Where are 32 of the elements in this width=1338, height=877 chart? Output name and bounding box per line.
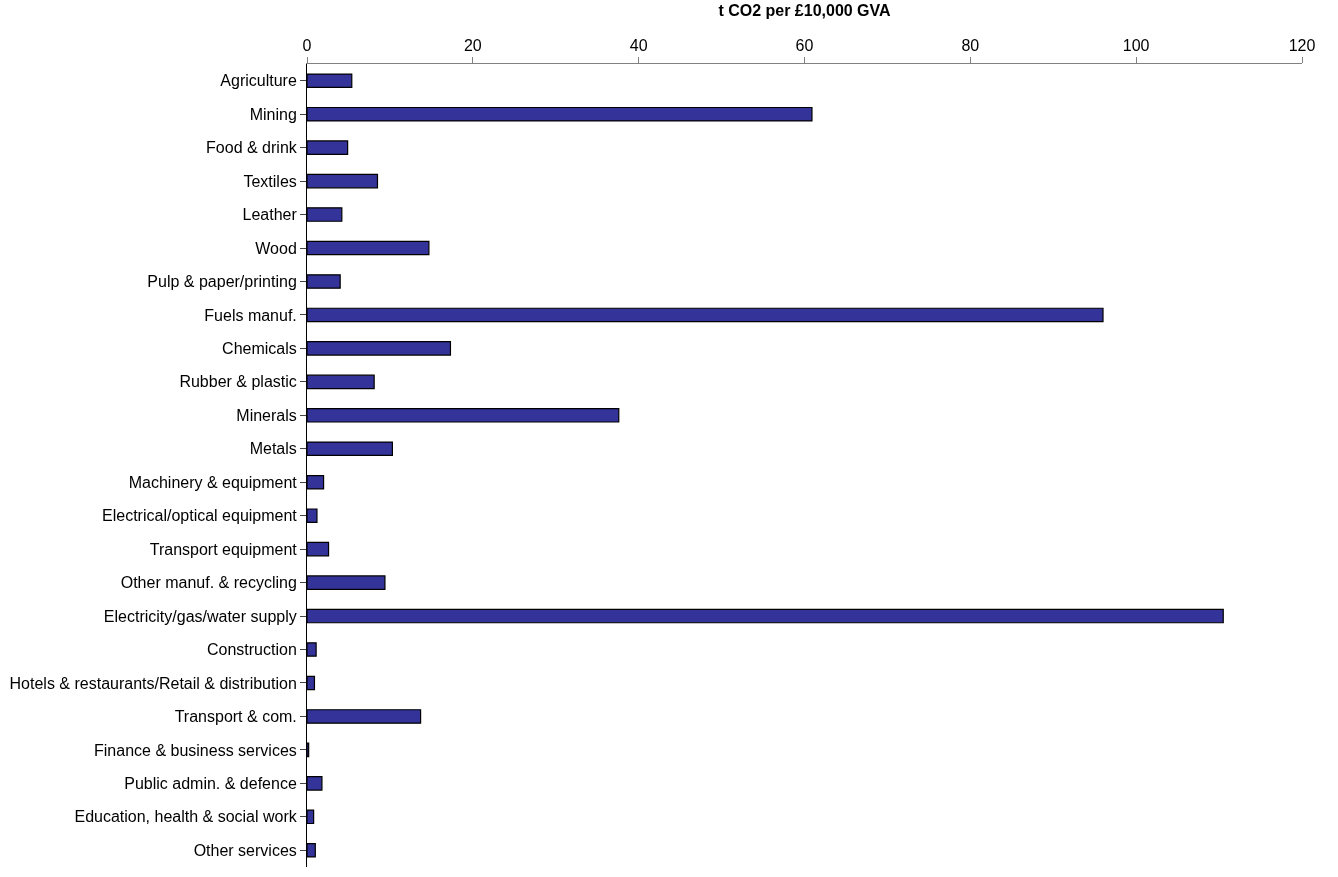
y-tick-label: Pulp & paper/printing — [147, 273, 297, 291]
y-tick-label: Rubber & plastic — [179, 373, 297, 391]
x-tick-label: 80 — [961, 36, 980, 54]
y-tick-label: Finance & business services — [94, 741, 297, 759]
y-tick-label: Other services — [193, 841, 297, 859]
y-tick-label: Other manuf. & recycling — [120, 574, 297, 592]
y-tick-label: Transport & com. — [174, 708, 297, 726]
y-tick-label: Leather — [242, 206, 298, 224]
y-tick-label: Electricity/gas/water supply — [103, 607, 297, 625]
x-tick-label: 20 — [463, 36, 482, 54]
y-tick-label: Hotels & restaurants/Retail & distribution — [9, 674, 297, 692]
y-tick-label: Agriculture — [220, 72, 297, 90]
x-tick-label: 100 — [1122, 36, 1150, 54]
x-axis-title: t CO2 per £10,000 GVA — [718, 2, 892, 20]
y-tick-label: Chemicals — [222, 340, 297, 357]
y-tick-label: Wood — [255, 239, 297, 257]
y-tick-label: Public admin. & defence — [124, 774, 297, 792]
y-tick-label: Transport equipment — [149, 540, 298, 558]
y-tick-label: Machinery & equipment — [128, 473, 298, 491]
y-tick-label: Mining — [249, 105, 297, 123]
x-tick-label: 60 — [795, 36, 814, 54]
y-tick-label: Education, health & social work — [74, 808, 298, 826]
y-tick-label: Textiles — [243, 172, 297, 190]
x-tick-label: 40 — [629, 36, 648, 54]
y-tick-label: Construction — [206, 641, 297, 659]
y-tick-label: Minerals — [236, 406, 297, 424]
y-tick-label: Food & drink — [206, 139, 298, 157]
y-tick-label: Metals — [249, 440, 297, 458]
x-tick-label: 0 — [302, 36, 312, 54]
x-tick-label: 120 — [1288, 36, 1316, 54]
y-tick-label: Electrical/optical equipment — [102, 507, 298, 525]
y-tick-label: Fuels manuf. — [204, 306, 297, 324]
